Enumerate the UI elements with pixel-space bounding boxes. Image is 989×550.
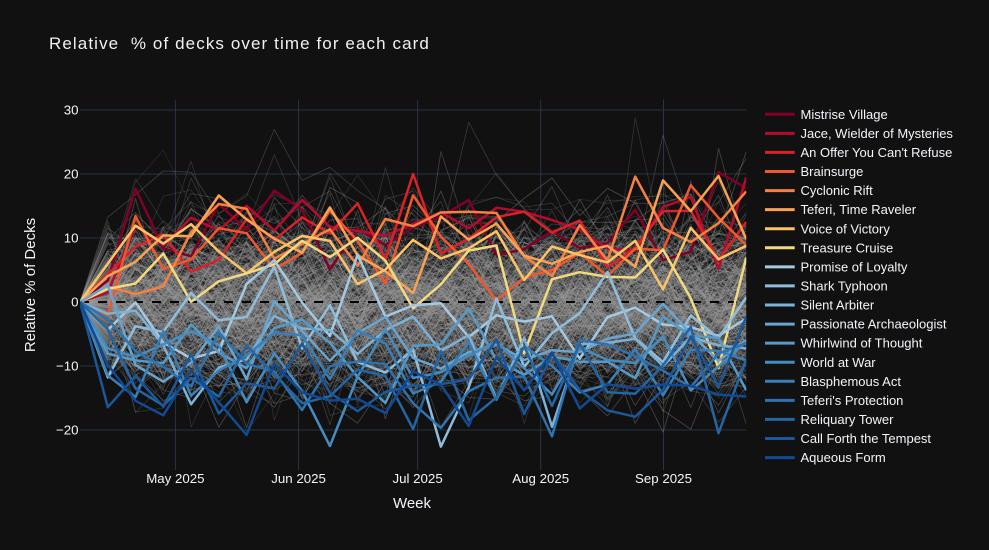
svg-text:0: 0 bbox=[71, 295, 78, 310]
svg-text:Week: Week bbox=[393, 495, 432, 512]
svg-text:Silent Arbiter: Silent Arbiter bbox=[801, 298, 875, 313]
svg-text:30: 30 bbox=[64, 103, 79, 118]
svg-text:Whirlwind of Thought: Whirlwind of Thought bbox=[801, 336, 923, 351]
svg-text:Cyclonic Rift: Cyclonic Rift bbox=[801, 183, 874, 198]
svg-text:Sep 2025: Sep 2025 bbox=[635, 471, 692, 486]
svg-text:−10: −10 bbox=[56, 359, 79, 374]
svg-text:Treasure Cruise: Treasure Cruise bbox=[801, 240, 894, 255]
svg-text:Passionate Archaeologist: Passionate Archaeologist bbox=[801, 317, 947, 332]
svg-text:20: 20 bbox=[64, 167, 79, 182]
svg-text:World at War: World at War bbox=[801, 355, 877, 370]
svg-text:Relative % of Decks: Relative % of Decks bbox=[22, 218, 39, 352]
svg-text:Teferi's Protection: Teferi's Protection bbox=[801, 393, 904, 408]
svg-text:Promise of Loyalty: Promise of Loyalty bbox=[801, 260, 908, 275]
svg-text:Shark Typhoon: Shark Typhoon bbox=[801, 279, 888, 294]
svg-text:Teferi, Time Raveler: Teferi, Time Raveler bbox=[801, 202, 917, 217]
svg-text:Call Forth the Tempest: Call Forth the Tempest bbox=[801, 431, 932, 446]
svg-text:Relative % of decks over time: Relative % of decks over time for each c… bbox=[49, 34, 430, 53]
svg-text:Aqueous Form: Aqueous Form bbox=[801, 450, 886, 465]
svg-text:−20: −20 bbox=[56, 423, 79, 438]
svg-text:Mistrise Village: Mistrise Village bbox=[801, 107, 888, 122]
svg-text:Jun 2025: Jun 2025 bbox=[271, 471, 326, 486]
svg-text:Reliquary Tower: Reliquary Tower bbox=[801, 412, 895, 427]
svg-text:May 2025: May 2025 bbox=[146, 471, 204, 486]
svg-text:Brainsurge: Brainsurge bbox=[801, 164, 864, 179]
svg-text:An Offer You Can't Refuse: An Offer You Can't Refuse bbox=[801, 145, 953, 160]
svg-text:Jace, Wielder of Mysteries: Jace, Wielder of Mysteries bbox=[801, 126, 954, 141]
svg-text:Jul 2025: Jul 2025 bbox=[392, 471, 442, 486]
svg-text:Blasphemous Act: Blasphemous Act bbox=[801, 374, 902, 389]
svg-text:Aug 2025: Aug 2025 bbox=[512, 471, 569, 486]
svg-text:10: 10 bbox=[64, 231, 79, 246]
svg-text:Voice of Victory: Voice of Victory bbox=[801, 221, 891, 236]
